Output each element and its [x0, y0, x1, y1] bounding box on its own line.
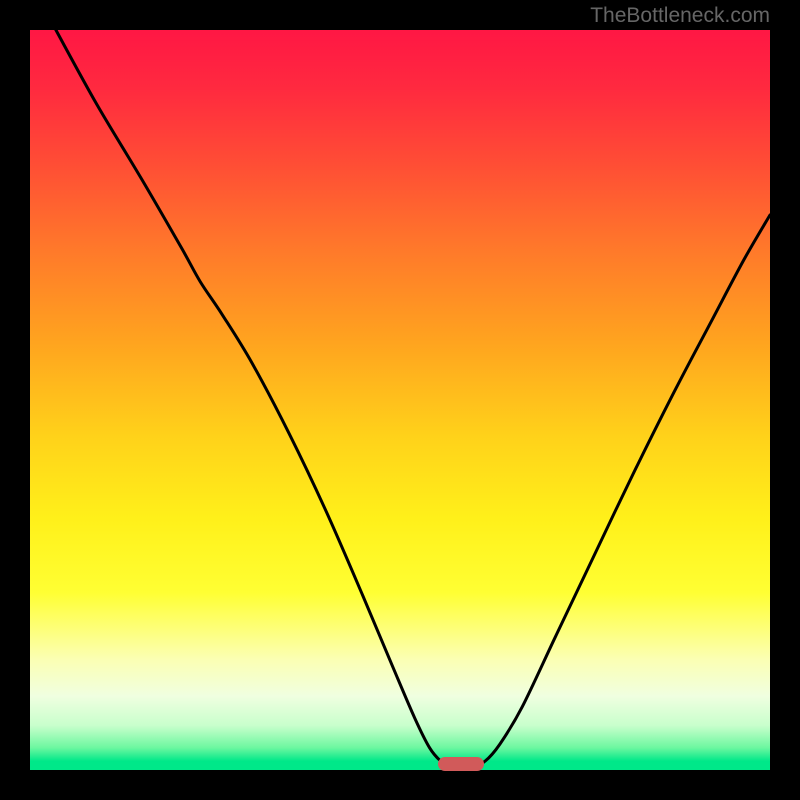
attribution-label: TheBottleneck.com [590, 4, 770, 28]
bottleneck-curve [30, 30, 770, 770]
bottleneck-chart: TheBottleneck.com [0, 0, 800, 800]
plot-area [30, 30, 770, 770]
optimal-marker [438, 757, 484, 771]
